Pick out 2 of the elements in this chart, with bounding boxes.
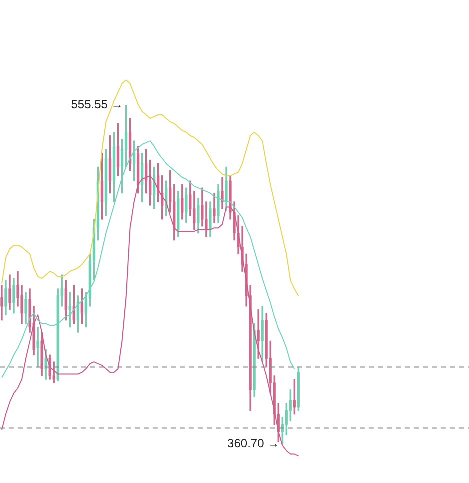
annotation: 555.55 → [71,98,124,112]
annotation: 360.70 → [228,436,280,451]
